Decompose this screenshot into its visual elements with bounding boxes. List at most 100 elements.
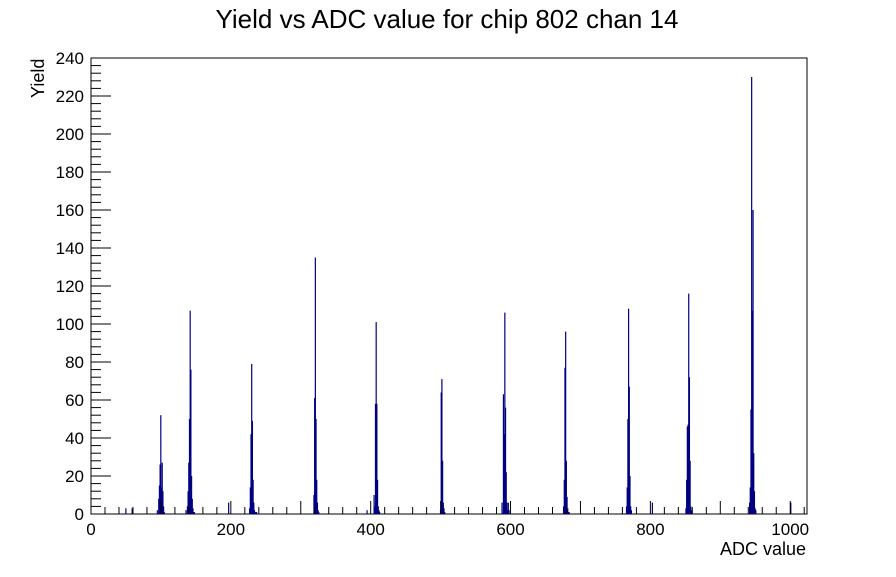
x-axis: 0 200 400 600 800 1000 <box>86 501 809 539</box>
histogram-bar <box>256 512 258 514</box>
histogram-bar <box>503 434 505 514</box>
histogram-bar <box>228 502 230 514</box>
y-tick-label: 240 <box>56 49 84 68</box>
histogram-bar <box>628 308 630 514</box>
histogram-bar <box>161 462 163 514</box>
histogram-bar <box>563 479 565 514</box>
histogram-bar <box>159 464 161 514</box>
histogram-bar <box>750 409 752 514</box>
histogram-bar <box>375 322 377 514</box>
histogram-bar <box>565 331 567 514</box>
histogram-bar <box>255 512 257 514</box>
histogram-bar <box>315 419 317 514</box>
y-tick-label: 140 <box>56 239 84 258</box>
histogram-bar <box>564 367 566 514</box>
y-axis: 0 20 40 60 80 100 120 140 160 180 200 220 240 <box>56 49 111 524</box>
histogram-bar <box>790 502 792 514</box>
histogram-bar <box>442 460 444 514</box>
histogram-bar <box>374 506 376 514</box>
histogram-bar <box>316 502 319 514</box>
y-tick-label: 100 <box>56 315 84 334</box>
histogram-bar <box>376 479 379 514</box>
histogram-bar <box>505 472 507 514</box>
histogram-bar <box>131 508 133 514</box>
histogram-bar <box>504 407 507 514</box>
y-tick-label: 220 <box>56 87 84 106</box>
histogram-bar <box>502 394 505 514</box>
histogram-bar <box>687 424 689 514</box>
histogram-bar <box>317 510 319 514</box>
histogram-bar <box>190 476 193 514</box>
histogram-bar <box>690 506 692 514</box>
histogram-bar <box>314 257 316 514</box>
y-tick-label: 0 <box>75 505 84 524</box>
histogram-bar <box>562 506 565 514</box>
histogram-bar <box>249 487 251 514</box>
histogram-bar <box>627 419 629 514</box>
histogram-bar <box>193 512 195 514</box>
bars-layer <box>125 77 792 514</box>
histogram-bar <box>441 379 443 514</box>
x-tick-label: 600 <box>496 520 524 539</box>
histogram-bar <box>568 512 570 514</box>
histogram-bar <box>373 495 375 514</box>
histogram-bar <box>626 487 628 514</box>
histogram-bar <box>251 363 253 514</box>
y-tick-label: 160 <box>56 201 84 220</box>
histogram-bar <box>193 512 195 514</box>
histogram-bar <box>689 460 691 514</box>
histogram-bar <box>160 487 163 514</box>
histogram-bar <box>507 510 509 514</box>
histogram-bar <box>162 491 164 514</box>
x-tick-label: 1000 <box>771 520 809 539</box>
histogram-bar <box>185 510 187 514</box>
histogram-bar <box>250 434 252 514</box>
x-tick-label: 400 <box>357 520 385 539</box>
x-tick-label: 800 <box>636 520 664 539</box>
histogram-bar <box>752 210 754 514</box>
histogram-bar <box>158 498 160 514</box>
histogram-bar <box>651 502 653 514</box>
histogram-bar <box>125 508 127 514</box>
y-tick-label: 200 <box>56 125 84 144</box>
histogram-bar <box>377 506 379 514</box>
y-tick-label: 40 <box>65 429 84 448</box>
histogram-bar <box>253 502 255 514</box>
plot-frame <box>90 57 808 515</box>
histogram-bar <box>189 310 191 514</box>
histogram-bar <box>688 293 690 514</box>
histogram-bar <box>686 479 688 514</box>
histogram-bar <box>443 508 445 514</box>
histogram-bar <box>751 77 753 514</box>
histogram-bar <box>191 498 193 514</box>
histogram-bar <box>688 377 691 514</box>
histogram-bar <box>187 491 189 514</box>
histogram-bar <box>629 476 631 514</box>
histogram-bar <box>192 508 194 514</box>
y-tick-label: 20 <box>65 467 84 486</box>
histogram-bar <box>314 398 316 514</box>
histogram-bar <box>749 487 751 514</box>
y-axis-label: Yield <box>28 59 48 98</box>
histogram-bar <box>251 420 254 514</box>
histogram-bar <box>252 479 254 514</box>
histogram-bar <box>628 386 630 514</box>
histogram-bar <box>506 502 508 514</box>
histogram-bar <box>374 403 377 514</box>
histogram-bar <box>507 502 509 514</box>
y-tick-label: 80 <box>65 353 84 372</box>
x-axis-label: ADC value <box>720 539 806 559</box>
histogram-bar <box>567 512 570 514</box>
histogram-bar <box>378 510 380 514</box>
histogram-bar <box>316 479 318 514</box>
y-tick-label: 180 <box>56 163 84 182</box>
y-tick-label: 120 <box>56 277 84 296</box>
histogram-bar <box>379 512 381 514</box>
histogram-bar <box>566 496 568 514</box>
histogram-bar <box>376 403 378 514</box>
histogram-bar <box>249 508 251 514</box>
histogram-bar <box>630 510 632 514</box>
histogram-bar <box>630 506 632 514</box>
